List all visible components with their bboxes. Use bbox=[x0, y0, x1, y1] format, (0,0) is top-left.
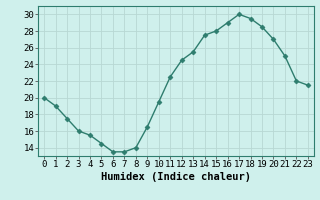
X-axis label: Humidex (Indice chaleur): Humidex (Indice chaleur) bbox=[101, 172, 251, 182]
